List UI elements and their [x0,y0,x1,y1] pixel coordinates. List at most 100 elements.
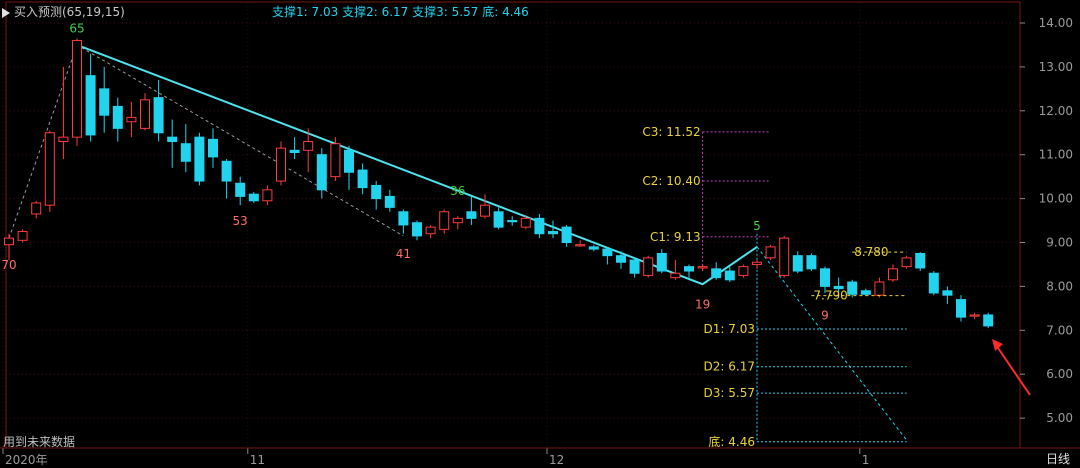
y-tick-label: 5.00 [1046,411,1073,425]
candle-body [888,268,898,281]
support-3-label: 支撑3: [412,5,448,19]
count-mark: 5 [753,219,761,233]
level-label: D3: 5.57 [704,386,755,400]
support-2-value: 6.17 [381,5,409,19]
candle-body [480,204,490,217]
dashed-guide-line [756,246,907,441]
candle-body [262,189,273,202]
candle-body [180,143,191,162]
support-1-value: 7.03 [311,5,339,19]
candle-body [452,217,463,224]
count-mark: 70 [1,258,16,272]
candle-body [901,257,912,268]
count-mark: 53 [233,214,248,228]
candle-body [248,193,259,202]
bottom-value: 4.46 [502,5,529,19]
arrow-icon [995,344,1031,396]
indicator-title: 买入预测(65,19,15) [2,3,125,20]
candle-body [534,217,545,235]
candle-body [575,244,586,247]
candle-body [425,226,436,235]
period-tab-daily[interactable]: 日线 [1045,452,1070,466]
candle-body [398,211,409,226]
y-tick-label: 7.00 [1046,323,1073,337]
candle-body [507,220,518,223]
x-tick-label: 2020年 [5,453,48,467]
candle-body [588,246,599,250]
candle-body [806,255,817,270]
candle-body [820,268,830,287]
level-label: C2: 10.40 [642,174,700,188]
support-1-label: 支撑1: [272,5,308,19]
candle-body [72,40,82,138]
candle-body [17,231,28,241]
candle-body [969,314,980,317]
support-2-label: 支撑2: [342,5,378,19]
candle-body [493,211,504,228]
count-mark: 41 [396,247,411,261]
trend-line [76,44,758,286]
y-tick-label: 8.00 [1046,279,1073,293]
candle-body [915,252,926,269]
y-tick-label: 12.00 [1039,104,1073,118]
support-3-value: 5.57 [451,5,479,19]
candle-body [466,211,477,219]
candle-body [711,268,722,279]
candle-body [697,266,708,269]
candle-body [167,136,178,143]
triangle-right-icon [2,7,10,18]
x-tick-label: 12 [549,453,564,467]
level-label: D1: 7.03 [704,322,755,336]
candle-body [602,248,613,257]
candle-body [847,281,858,295]
candle-body [670,272,681,279]
candle-body [235,182,246,197]
candle-body [779,237,790,276]
count-mark: 36 [450,184,465,198]
candle-body [58,136,69,143]
level-label: 底: 4.46 [708,434,755,449]
candle-body [99,88,110,116]
indicator-name: 买入预测(65,19,15) [14,5,125,19]
candle-body [31,202,42,215]
candle-body [752,261,762,265]
level-label: D2: 6.17 [704,360,755,374]
y-tick-label: 9.00 [1046,236,1073,250]
count-mark: 9 [821,308,829,322]
candle-body [194,136,205,182]
candle-body [874,281,885,296]
y-tick-label: 13.00 [1039,60,1073,74]
candle-body [303,141,314,151]
candle-body [153,97,164,134]
candle-body [289,149,300,154]
future-data-note: 用到未来数据 [3,435,76,449]
candle-body [765,246,776,259]
arrow-head-icon [992,339,1003,351]
candle-body [956,299,966,318]
bottom-label: 底: [482,5,499,19]
level-label: C3: 11.52 [642,125,700,139]
candle-body [656,252,667,272]
y-tick-label: 10.00 [1039,192,1073,206]
candle-body [684,266,694,272]
candle-body [643,257,654,276]
candle-body [928,272,939,294]
candle-body [548,231,558,235]
y-tick-label: 6.00 [1046,367,1073,381]
candle-body [520,217,531,228]
x-tick-label: 1 [862,453,870,467]
count-mark: 19 [695,297,710,311]
candle-body [738,266,749,276]
candle-body [4,237,14,246]
candle-body [983,314,994,327]
candle-body [357,169,368,189]
candle-body [344,149,354,173]
y-tick-label: 11.00 [1039,148,1073,162]
y-tick-label: 14.00 [1039,16,1073,30]
level-label: C1: 9.13 [650,230,701,244]
candle-body [140,99,150,129]
price-annotation-label: 8.780 [854,245,888,259]
candle-body [439,211,450,230]
candle-body [330,143,341,178]
